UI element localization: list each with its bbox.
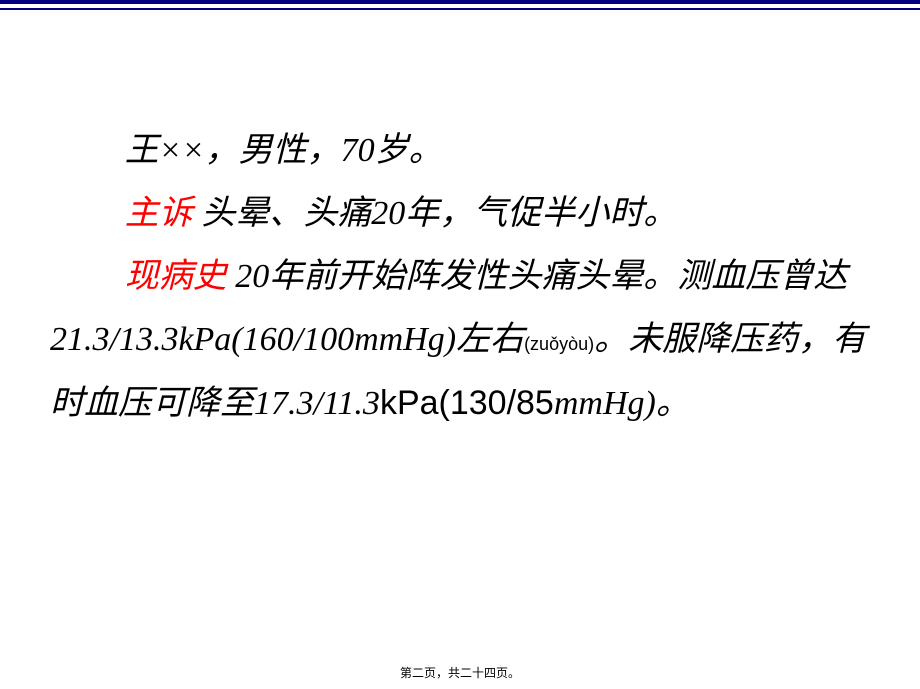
history-text-3: mmHg)。 [554, 385, 690, 422]
patient-info: 王××，男性，70岁。 [125, 132, 443, 169]
history-label: 现病史 [125, 258, 227, 295]
top-border-thin [0, 8, 920, 10]
pinyin-annotation: (zuǒyòu) [524, 334, 594, 354]
chief-complaint-text: 头晕、头痛20年，气促半小时。 [193, 195, 678, 232]
slide-footer: 第二页，共二十四页。 [0, 664, 920, 681]
history-kpa: kPa(130/85 [380, 384, 554, 422]
slide-content: 王××，男性，70岁。 主诉 头晕、头痛20年，气促半小时。 现病史 20年前开… [50, 120, 870, 435]
slide: 王××，男性，70岁。 主诉 头晕、头痛20年，气促半小时。 现病史 20年前开… [0, 0, 920, 689]
top-border-thick [0, 0, 920, 4]
chief-complaint-label: 主诉 [125, 195, 193, 232]
